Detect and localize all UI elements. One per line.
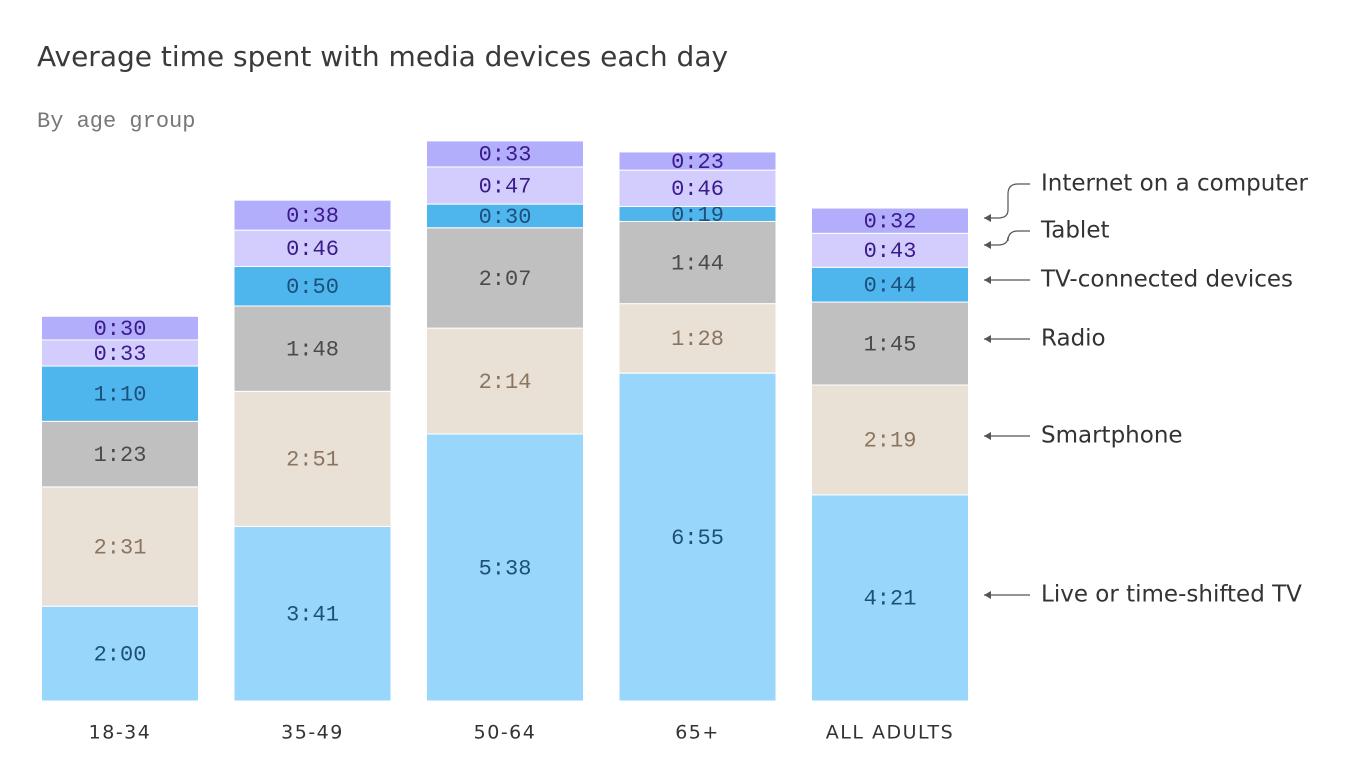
bar-segment xyxy=(811,207,969,234)
legend-arrowhead xyxy=(984,591,991,599)
legend-label: Live or time-shifted TV xyxy=(1041,582,1302,608)
bar-segment xyxy=(41,365,199,422)
bar-segment xyxy=(426,166,584,205)
data-label: 0:38 xyxy=(286,204,339,229)
data-label: 0:46 xyxy=(671,177,724,202)
chart-subtitle: By age group xyxy=(37,109,195,134)
bar-segment xyxy=(426,227,584,329)
bar-segment xyxy=(41,605,199,702)
data-label: 1:28 xyxy=(671,327,724,352)
legend-label: Smartphone xyxy=(1041,423,1183,449)
bar-segment xyxy=(618,372,777,702)
bar-segment xyxy=(811,266,969,303)
data-label: 0:30 xyxy=(94,317,147,342)
legend-arrow xyxy=(984,230,1030,246)
x-tick-label: ALL ADULTS xyxy=(826,722,954,744)
chart-title: Average time spent with media devices ea… xyxy=(37,40,728,73)
x-tick-label: 18-34 xyxy=(89,722,152,744)
legend-arrowhead xyxy=(984,335,991,343)
data-label: 2:51 xyxy=(286,448,339,473)
bar-segment xyxy=(233,525,392,702)
legend-label: Internet on a computer xyxy=(1041,171,1308,197)
data-label: 0:23 xyxy=(671,150,724,175)
bar-segment xyxy=(233,266,392,307)
bar-segment xyxy=(41,339,199,367)
data-label: 0:44 xyxy=(864,273,917,298)
legend-arrowhead xyxy=(984,432,991,440)
data-label: 2:31 xyxy=(94,535,147,560)
data-label: 0:32 xyxy=(864,209,917,234)
bar-segment xyxy=(426,140,584,168)
bar-segment xyxy=(233,305,392,392)
data-label: 3:41 xyxy=(286,603,339,628)
legend-arrow xyxy=(984,183,1030,219)
x-tick-label: 35-49 xyxy=(281,722,344,744)
data-label: 0:33 xyxy=(94,342,147,367)
bar-segment xyxy=(233,199,392,231)
data-label: 6:55 xyxy=(671,526,724,551)
bar-segment xyxy=(811,494,969,702)
legend-arrowhead xyxy=(984,241,991,249)
bar-segment xyxy=(811,232,969,268)
legend-arrowhead xyxy=(984,276,991,284)
data-label: 0:50 xyxy=(286,275,339,300)
bar-segment xyxy=(41,486,199,607)
legend-arrowhead xyxy=(984,214,991,222)
legend-label: Tablet xyxy=(1040,218,1110,244)
bar-segment xyxy=(811,301,969,386)
bar-segment xyxy=(41,315,199,341)
data-label: 5:38 xyxy=(479,556,532,581)
data-label: 2:19 xyxy=(864,429,917,454)
bar-segment xyxy=(426,327,584,435)
data-label: 0:46 xyxy=(286,237,339,262)
data-label: 1:45 xyxy=(864,332,917,357)
legend-label: TV-connected devices xyxy=(1040,267,1293,293)
data-label: 1:23 xyxy=(94,443,147,468)
x-tick-label: 50-64 xyxy=(474,722,537,744)
bar-segment xyxy=(811,384,969,496)
data-label: 1:44 xyxy=(671,251,724,276)
data-label: 4:21 xyxy=(864,587,917,612)
data-label: 1:10 xyxy=(94,383,147,408)
data-label: 0:33 xyxy=(479,143,532,168)
data-label: 2:00 xyxy=(94,642,147,667)
bar-segment xyxy=(618,220,777,305)
data-label: 1:48 xyxy=(286,337,339,362)
data-label: 0:47 xyxy=(479,174,532,199)
bar-segment xyxy=(233,390,392,527)
legend-label: Radio xyxy=(1041,326,1106,352)
x-tick-label: 65+ xyxy=(675,722,720,744)
bar-segment xyxy=(426,433,584,702)
data-label: 2:14 xyxy=(479,370,532,395)
bar-segment xyxy=(618,151,777,171)
data-label: 2:07 xyxy=(479,267,532,292)
data-label: 0:30 xyxy=(479,205,532,230)
data-label: 0:43 xyxy=(864,239,917,264)
